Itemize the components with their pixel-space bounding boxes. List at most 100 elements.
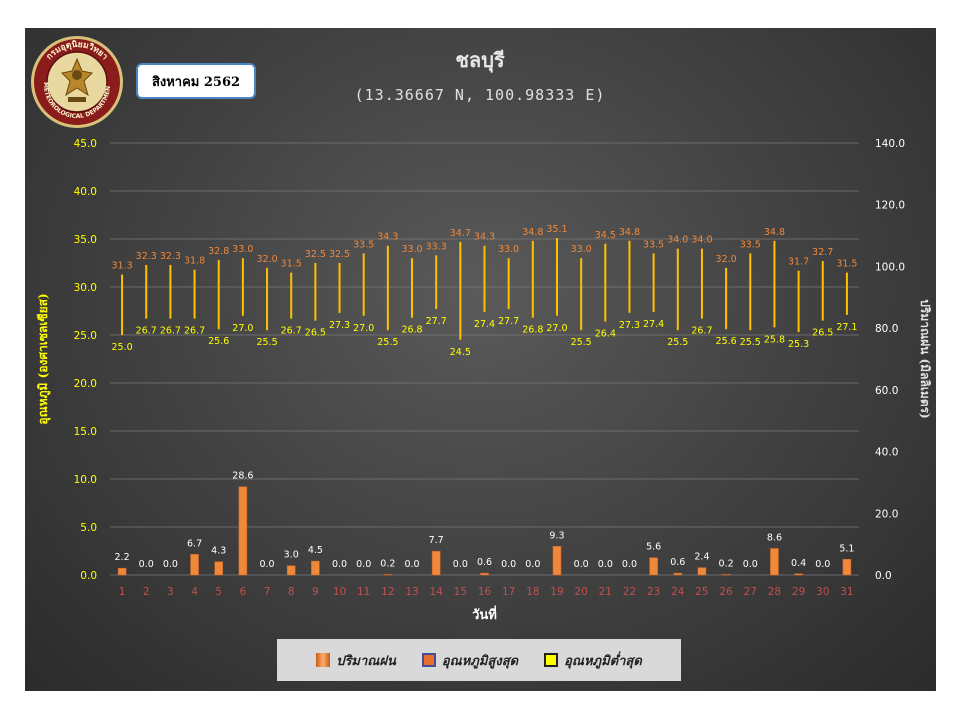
- tmax-data-label: 34.5: [595, 230, 616, 241]
- tmax-data-label: 34.8: [522, 227, 543, 238]
- tmax-data-label: 34.8: [619, 227, 640, 238]
- rain-bar: [770, 548, 779, 576]
- x-tick-label: 25: [695, 586, 708, 598]
- tmin-data-label: 25.5: [667, 337, 688, 348]
- y-right-tick-label: 140.0: [875, 138, 905, 150]
- x-tick-label: 4: [191, 586, 198, 598]
- tmax-data-label: 34.8: [764, 227, 785, 238]
- rain-bar: [190, 554, 199, 576]
- x-tick-label: 16: [478, 586, 492, 598]
- rain-data-label: 0.2: [380, 558, 395, 569]
- y-left-tick-label: 0.0: [80, 570, 97, 582]
- tmax-data-label: 33.0: [232, 244, 253, 255]
- chart-subtitle: (13.36667 N, 100.98333 E): [354, 86, 606, 104]
- x-tick-label: 6: [240, 586, 247, 598]
- rain-bar: [552, 546, 562, 576]
- grid-layer: [110, 142, 859, 576]
- tmin-data-label: 26.7: [281, 326, 302, 337]
- rain-bars: [117, 486, 852, 576]
- y-right-tick-label: 120.0: [875, 200, 905, 212]
- x-tick-label: 9: [312, 586, 319, 598]
- meteorological-department-seal-icon: กรมอุตุนิยมวิทยา METEOROLOGICAL DEPARTME…: [30, 35, 123, 128]
- tmax-data-label: 35.1: [546, 224, 567, 235]
- chart-title: ชลบุรี: [455, 48, 505, 72]
- rain-data-label: 0.0: [163, 559, 178, 570]
- tmax-data-label: 33.5: [353, 239, 374, 250]
- tmax-data-label: 31.5: [836, 259, 857, 270]
- rain-data-label: 0.0: [332, 559, 347, 570]
- y-left-tick-label: 30.0: [74, 282, 97, 294]
- tmax-data-label: 32.5: [305, 249, 326, 260]
- rain-bar: [286, 565, 296, 576]
- tmin-data-label: 25.0: [112, 342, 133, 353]
- rain-data-label: 0.0: [574, 559, 589, 570]
- legend: ปริมาณฝน อุณหภูมิสูงสุด อุณหภูมิต่ำสุด: [277, 639, 681, 681]
- rain-data-label: 9.3: [549, 530, 564, 541]
- x-tick-label: 15: [454, 586, 467, 598]
- rain-bar: [721, 574, 731, 576]
- tmin-data-label: 25.3: [788, 339, 809, 350]
- x-tick-label: 30: [816, 586, 829, 598]
- tmax-data-label: 32.5: [329, 249, 350, 260]
- rain-bar: [431, 550, 441, 576]
- rain-data-label: 8.6: [767, 532, 782, 543]
- y-right-tick-label: 100.0: [875, 261, 905, 273]
- rain-data-label: 7.7: [429, 535, 444, 546]
- tmin-data-label: 27.3: [619, 320, 640, 331]
- rain-data-label: 3.0: [284, 550, 299, 561]
- x-tick-label: 17: [502, 586, 515, 598]
- rain-bar: [673, 572, 683, 576]
- tmax-data-label: 31.7: [788, 257, 809, 268]
- rain-data-label: 2.4: [694, 552, 709, 563]
- rain-bar: [238, 486, 248, 576]
- x-tick-label: 11: [357, 586, 370, 598]
- y-left-tick-label: 15.0: [74, 426, 97, 438]
- rain-data-label: 0.6: [477, 557, 492, 568]
- x-tick-label: 31: [840, 586, 853, 598]
- x-tick-label: 22: [623, 586, 636, 598]
- rain-data-label: 28.6: [232, 471, 253, 482]
- x-tick-label: 27: [744, 586, 757, 598]
- tmin-data-label: 26.4: [595, 329, 616, 340]
- tmin-data-label: 27.0: [546, 323, 567, 334]
- axis-layer: 0.05.010.015.020.025.030.035.040.045.00.…: [36, 138, 932, 623]
- y-left-tick-label: 20.0: [74, 378, 97, 390]
- legend-label-rain: ปริมาณฝน: [336, 653, 396, 669]
- x-tick-label: 14: [429, 586, 443, 598]
- chart-frame: 0.0 5.0 10.0 15.0 20.0 25.0 30.0 35.0 40.0 45.0 0.…: [25, 28, 936, 691]
- rain-data-label: 0.0: [598, 559, 613, 570]
- legend-swatch-tmin: [544, 653, 559, 667]
- tmin-data-label: 27.1: [836, 322, 857, 333]
- tmin-data-label: 25.5: [740, 337, 761, 348]
- tmax-data-label: 33.5: [740, 239, 761, 250]
- tmax-data-label: 32.3: [160, 251, 181, 262]
- rain-data-label: 5.1: [839, 543, 854, 554]
- x-tick-label: 18: [526, 586, 539, 598]
- rain-data-label: 5.6: [646, 542, 661, 553]
- tmin-data-label: 25.6: [716, 336, 737, 347]
- tmax-data-label: 31.5: [281, 259, 302, 270]
- x-tick-label: 5: [215, 586, 222, 598]
- rain-data-label: 0.6: [670, 557, 685, 568]
- tmin-data-label: 25.6: [208, 336, 229, 347]
- chart-svg: 0.05.010.015.020.025.030.035.040.045.00.…: [36, 138, 932, 623]
- tmax-data-label: 34.0: [667, 235, 688, 246]
- y-left-tick-label: 40.0: [74, 186, 97, 198]
- month-label: สิงหาคม 2562: [136, 63, 256, 99]
- tmax-data-label: 31.3: [112, 261, 133, 272]
- tmax-data-label: 32.3: [136, 251, 157, 262]
- tmin-data-label: 27.7: [498, 316, 519, 327]
- rain-bar: [480, 572, 489, 576]
- tmax-data-label: 32.8: [208, 246, 229, 257]
- y-left-tick-label: 5.0: [80, 522, 97, 534]
- tmin-data-label: 26.5: [305, 328, 326, 339]
- x-tick-label: 20: [574, 586, 587, 598]
- rain-data-label: 0.0: [815, 559, 830, 570]
- rain-data-label: 4.5: [308, 545, 323, 556]
- x-axis-title: วันที่: [472, 605, 497, 623]
- tmin-data-label: 25.8: [764, 334, 785, 345]
- tmin-data-label: 27.3: [329, 320, 350, 331]
- tmax-data-label: 31.8: [184, 256, 205, 267]
- rain-data-label: 0.0: [743, 559, 758, 570]
- rain-data-label: 0.0: [404, 559, 419, 570]
